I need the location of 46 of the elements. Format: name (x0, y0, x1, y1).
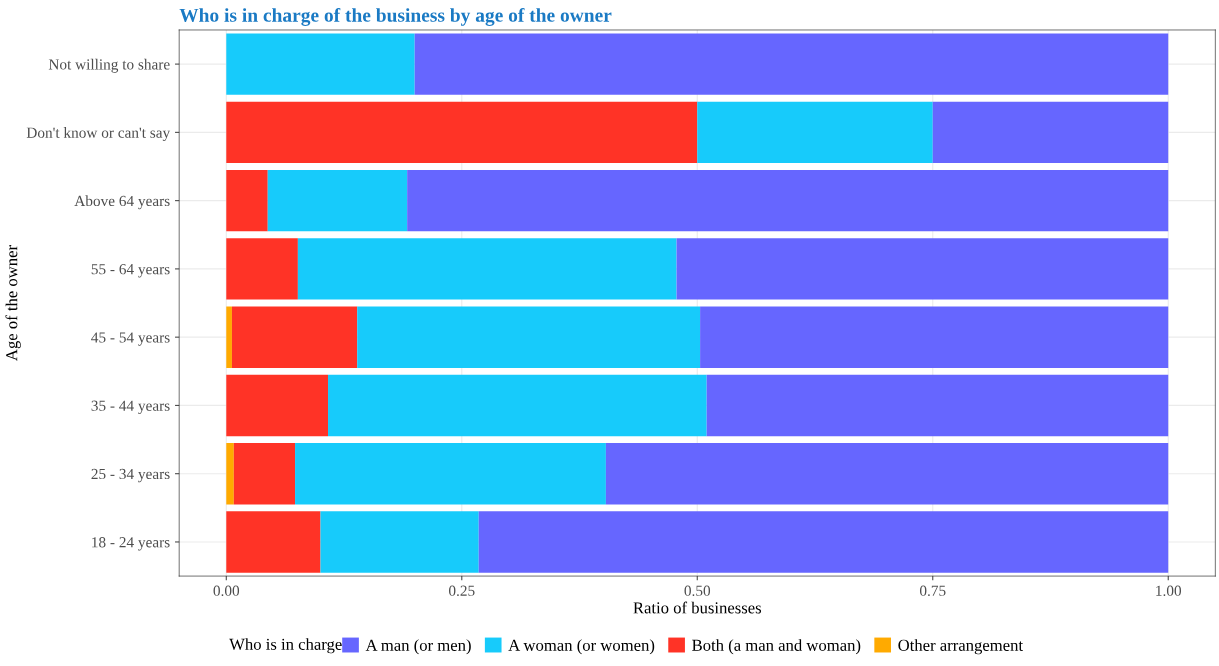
bar (478, 511, 1169, 573)
bar (226, 374, 329, 437)
bar (706, 374, 1169, 437)
bar (407, 169, 1169, 232)
x-tick-label: 0.50 (684, 585, 711, 596)
bar (226, 306, 232, 368)
bar (605, 442, 1169, 505)
y-tick-label: 35 - 44 years (91, 400, 170, 414)
legend-label: A man (or men) (365, 639, 471, 655)
bar (226, 169, 268, 232)
bar (357, 306, 701, 368)
bar (267, 169, 408, 232)
bar (226, 442, 234, 505)
y-tick-label: 25 - 34 years (91, 468, 170, 483)
bar (226, 238, 298, 300)
bar (932, 101, 1169, 164)
bar (226, 101, 698, 164)
legend-label: Other arrangement (898, 639, 1023, 655)
x-axis-title: Ratio of businesses (633, 601, 762, 614)
bar (297, 238, 677, 300)
bar (676, 238, 1169, 300)
bar (697, 101, 933, 164)
legend-label: Both (a man and woman) (692, 639, 861, 655)
bar (233, 442, 296, 505)
y-tick-label: Don't know or can't say (26, 127, 171, 141)
legend-label: A woman (or women) (508, 639, 655, 655)
bar (414, 33, 1169, 95)
bar (328, 374, 707, 437)
bar (295, 442, 606, 505)
bar (226, 33, 415, 95)
y-tick-label: 18 - 24 years (92, 537, 170, 551)
y-tick-label: 45 - 54 years (91, 332, 170, 346)
y-tick-label: Not willing to share (48, 58, 170, 73)
y-tick-label: Above 64 years (74, 195, 170, 210)
x-tick-label: 0.75 (919, 585, 946, 596)
bar (226, 511, 321, 573)
y-tick-label: 55 - 64 years (91, 264, 170, 278)
bar (700, 306, 1169, 368)
x-tick-label: 1.00 (1156, 585, 1182, 596)
chart-title: Who is in charge of the business by age of the owner (179, 7, 612, 26)
y-axis-title: Age of the owner (5, 245, 21, 361)
bar (231, 306, 358, 368)
x-tick-label: 0.00 (213, 585, 240, 596)
bar (320, 511, 479, 573)
x-tick-label: 0.25 (448, 585, 475, 596)
legend-title: Who is in charge (229, 638, 342, 654)
